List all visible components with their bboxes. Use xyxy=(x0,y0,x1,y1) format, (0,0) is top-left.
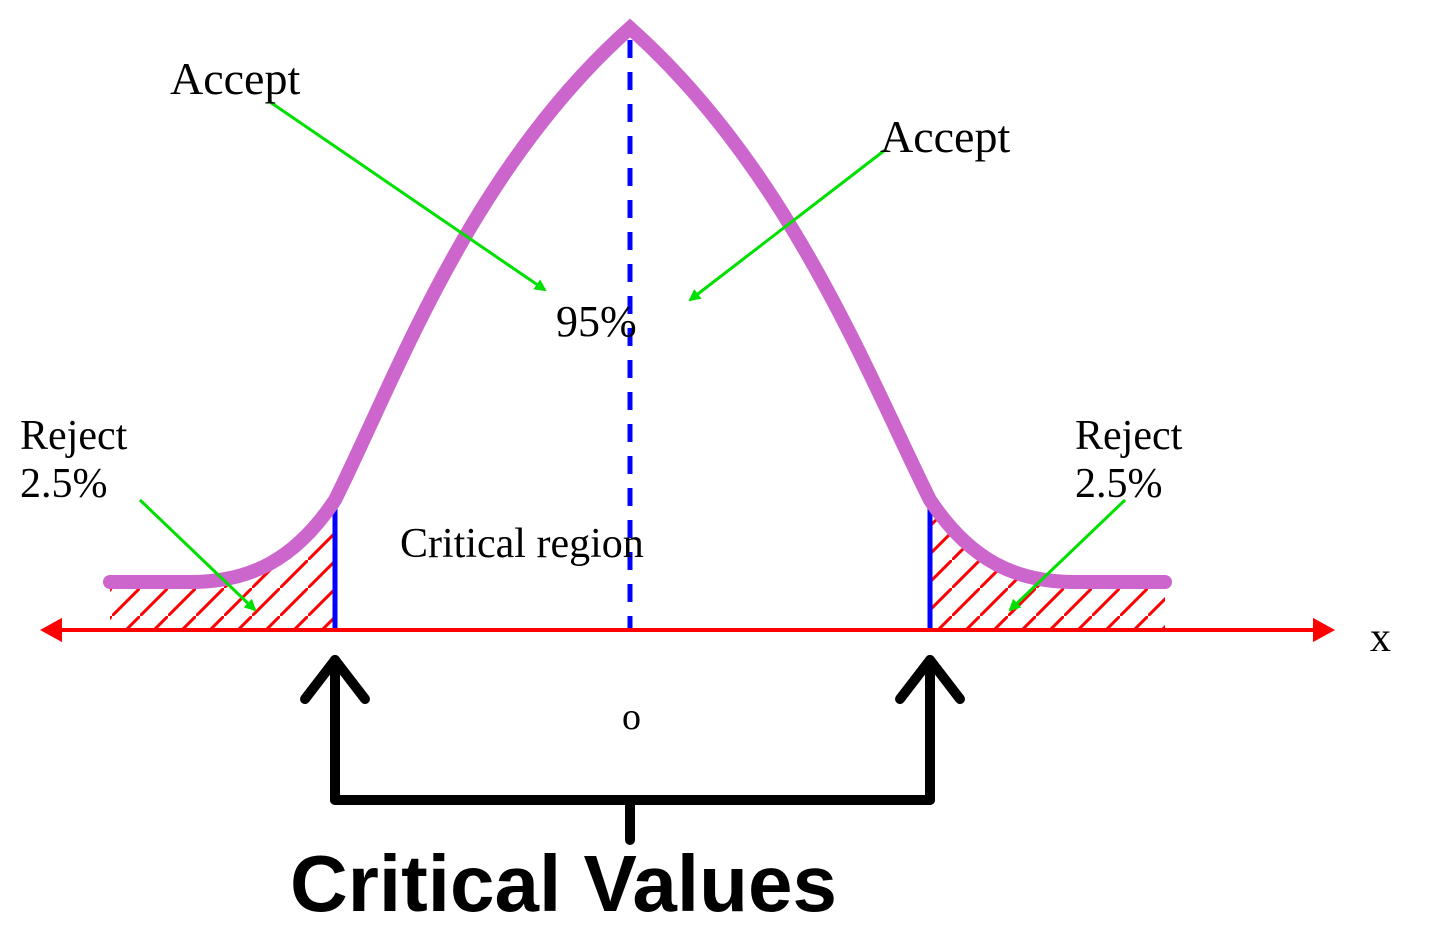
accept-arrow-right xyxy=(690,150,885,300)
ninety-five-label: 95% xyxy=(556,296,637,347)
reject-right-label: Reject 2.5% xyxy=(1075,412,1182,508)
accept-left-label: Accept xyxy=(170,52,300,105)
critical-region-label: Critical region xyxy=(400,520,644,568)
x-axis-left-arrow xyxy=(40,618,62,642)
critical-values-title: Critical Values xyxy=(290,838,837,930)
left-reject-region xyxy=(110,500,335,630)
reject-left-label: Reject 2.5% xyxy=(20,412,127,508)
x-axis-right-arrow xyxy=(1313,618,1335,642)
right-reject-region xyxy=(930,500,1165,630)
accept-arrow-left xyxy=(270,102,545,290)
origin-label: o xyxy=(622,695,641,739)
accept-right-label: Accept xyxy=(880,110,1010,163)
diagram-svg xyxy=(0,0,1440,937)
axis-x-label: x xyxy=(1370,614,1391,662)
diagram-stage: Accept Accept Reject 2.5% Reject 2.5% 95… xyxy=(0,0,1440,937)
